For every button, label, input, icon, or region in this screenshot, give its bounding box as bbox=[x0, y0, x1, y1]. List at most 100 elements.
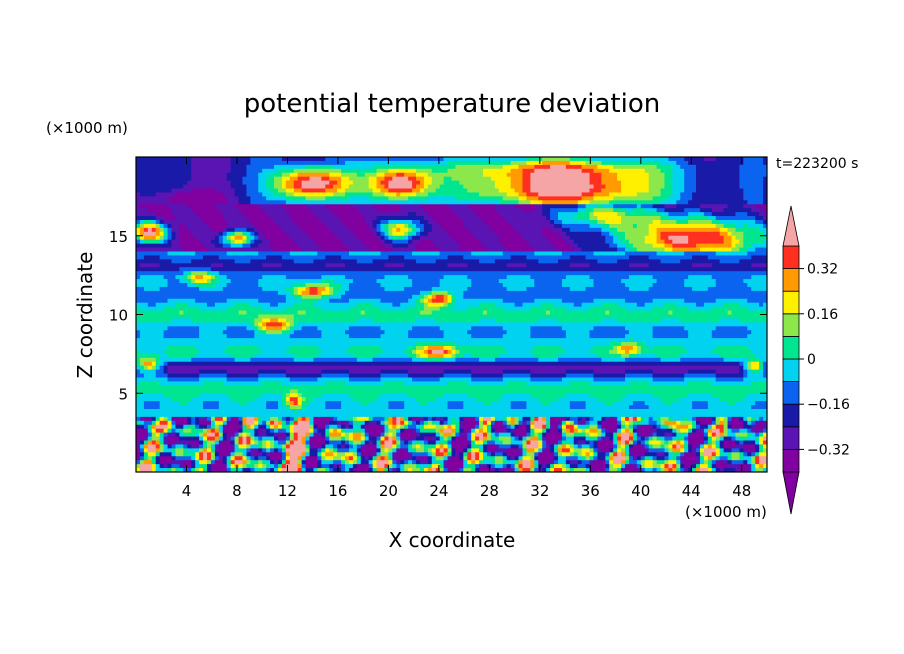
contour-cell bbox=[329, 180, 338, 186]
contour-cell bbox=[234, 452, 244, 457]
contour-cell bbox=[526, 196, 539, 201]
contour-cell bbox=[163, 330, 200, 335]
contour-cell bbox=[498, 353, 535, 359]
contour-cell bbox=[254, 416, 259, 422]
contour-cell bbox=[388, 188, 413, 194]
contour-cell bbox=[230, 452, 236, 457]
contour-cell bbox=[136, 184, 184, 190]
contour-cell bbox=[613, 231, 626, 237]
contour-cell bbox=[285, 298, 303, 304]
contour-cell bbox=[234, 440, 240, 446]
contour-cell bbox=[352, 456, 358, 461]
contour-cell bbox=[751, 365, 760, 371]
contour-cell bbox=[325, 381, 346, 386]
contour-cell bbox=[222, 286, 263, 292]
contour-cell bbox=[384, 239, 393, 245]
contour-cell bbox=[577, 212, 591, 217]
contour-cell bbox=[139, 204, 169, 209]
contour-cell bbox=[743, 440, 756, 446]
contour-cell bbox=[136, 196, 169, 201]
contour-cell bbox=[199, 416, 208, 422]
contour-cell bbox=[609, 223, 634, 229]
contour-cell bbox=[305, 452, 311, 457]
contour-cell bbox=[502, 424, 508, 430]
contour-cell bbox=[163, 235, 169, 241]
contour-cell bbox=[419, 310, 433, 316]
contour-cell bbox=[534, 456, 539, 461]
contour-cell bbox=[416, 298, 421, 304]
contour-cell bbox=[475, 416, 480, 422]
contour-cell bbox=[352, 432, 362, 438]
contour-cell bbox=[250, 424, 255, 430]
contour-cell bbox=[644, 436, 650, 442]
contour-cell bbox=[660, 464, 666, 469]
contour-cell bbox=[751, 420, 756, 426]
contour-cell bbox=[222, 432, 228, 438]
contour-cell bbox=[191, 468, 196, 472]
contour-cell bbox=[313, 428, 319, 434]
contour-cell bbox=[463, 420, 476, 426]
contour-cell bbox=[136, 188, 173, 194]
contour-cell bbox=[475, 468, 480, 472]
contour-cell bbox=[550, 164, 567, 170]
contour-cell bbox=[522, 440, 528, 446]
contour-cell bbox=[498, 188, 516, 194]
contour-cell bbox=[542, 157, 571, 162]
contour-cell bbox=[648, 188, 662, 194]
contour-cell bbox=[692, 464, 697, 469]
contour-cell bbox=[419, 428, 437, 434]
contour-cell bbox=[763, 424, 767, 430]
x-tick-label: 8 bbox=[232, 482, 242, 500]
contour-cell bbox=[285, 275, 322, 280]
contour-cell bbox=[281, 381, 326, 386]
contour-cell bbox=[711, 420, 717, 426]
contour-cell bbox=[747, 432, 752, 438]
contour-cell bbox=[538, 456, 555, 461]
contour-cell bbox=[238, 440, 244, 446]
contour-cell bbox=[289, 216, 319, 221]
contour-cell bbox=[589, 200, 610, 205]
contour-cell bbox=[317, 346, 350, 351]
contour-cell bbox=[408, 444, 413, 449]
contour-cell bbox=[289, 397, 299, 402]
contour-cell bbox=[467, 460, 472, 465]
contour-cell bbox=[731, 247, 740, 253]
contour-cell bbox=[258, 452, 263, 457]
contour-cell bbox=[711, 436, 717, 442]
contour-cell bbox=[763, 180, 767, 186]
contour-cell bbox=[660, 200, 677, 205]
contour-cell bbox=[668, 216, 689, 221]
contour-cell bbox=[210, 424, 216, 430]
contour-cell bbox=[680, 353, 721, 359]
contour-cell bbox=[715, 420, 721, 426]
contour-cell bbox=[301, 290, 311, 296]
contour-cell bbox=[486, 444, 496, 449]
contour-cell bbox=[554, 220, 563, 225]
contour-cell bbox=[364, 428, 370, 434]
contour-cell bbox=[664, 452, 669, 457]
contour-cell bbox=[151, 436, 161, 442]
contour-cell bbox=[226, 239, 232, 245]
contour-cell bbox=[636, 456, 642, 461]
contour-cell bbox=[502, 216, 547, 221]
contour-cell bbox=[573, 432, 587, 438]
contour-cell bbox=[230, 279, 259, 284]
contour-cell bbox=[628, 381, 650, 386]
contour-cell bbox=[384, 468, 389, 472]
contour-cell bbox=[136, 424, 145, 430]
contour-cell bbox=[206, 432, 216, 438]
contour-cell bbox=[258, 369, 287, 375]
contour-cell bbox=[191, 275, 196, 280]
contour-cell bbox=[218, 456, 224, 461]
contour-cell bbox=[447, 401, 464, 406]
contour-cell bbox=[341, 220, 366, 225]
contour-cell bbox=[368, 247, 393, 253]
contour-cell bbox=[297, 322, 767, 327]
contour-cell bbox=[167, 279, 180, 284]
contour-cell bbox=[561, 377, 595, 383]
contour-cell bbox=[609, 456, 614, 461]
contour-cell bbox=[676, 436, 685, 442]
contour-cell bbox=[672, 401, 693, 406]
contour-cell bbox=[581, 164, 599, 170]
contour-cell bbox=[577, 424, 587, 430]
